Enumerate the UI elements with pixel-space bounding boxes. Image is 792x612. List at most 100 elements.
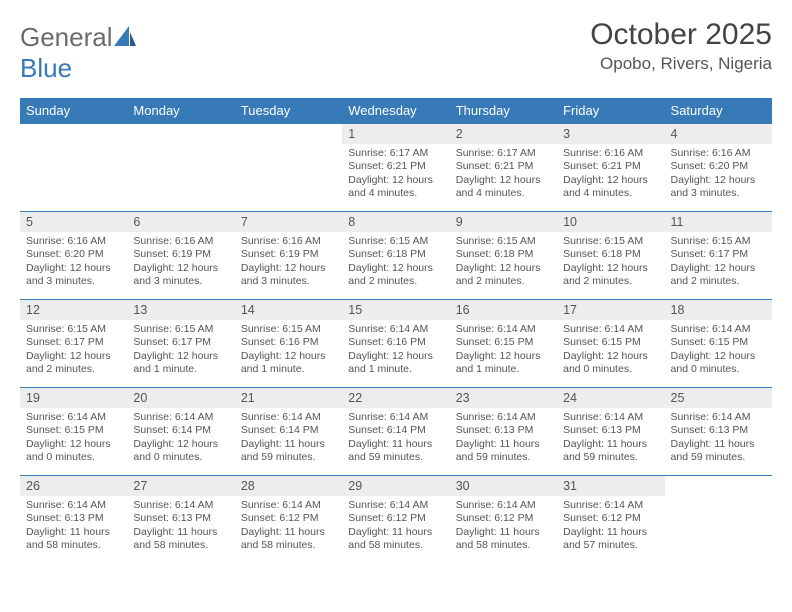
calendar-cell: 17Sunrise: 6:14 AMSunset: 6:15 PMDayligh…	[557, 300, 664, 388]
calendar-week: 26Sunrise: 6:14 AMSunset: 6:13 PMDayligh…	[20, 476, 772, 564]
day-number: 15	[342, 300, 449, 320]
day-number: 24	[557, 388, 664, 408]
calendar-cell: 25Sunrise: 6:14 AMSunset: 6:13 PMDayligh…	[665, 388, 772, 476]
day-details: Sunrise: 6:14 AMSunset: 6:12 PMDaylight:…	[557, 496, 664, 557]
dow-header: Sunday	[20, 98, 127, 124]
day-details: Sunrise: 6:14 AMSunset: 6:15 PMDaylight:…	[20, 408, 127, 469]
location-text: Opobo, Rivers, Nigeria	[590, 54, 772, 74]
calendar-cell: ..	[665, 476, 772, 564]
calendar-cell: 22Sunrise: 6:14 AMSunset: 6:14 PMDayligh…	[342, 388, 449, 476]
day-details: Sunrise: 6:17 AMSunset: 6:21 PMDaylight:…	[450, 144, 557, 205]
calendar-cell: 9Sunrise: 6:15 AMSunset: 6:18 PMDaylight…	[450, 212, 557, 300]
day-number: 18	[665, 300, 772, 320]
dow-header: Tuesday	[235, 98, 342, 124]
brand-sail-icon	[114, 22, 136, 53]
day-number: 20	[127, 388, 234, 408]
calendar-body: ......1Sunrise: 6:17 AMSunset: 6:21 PMDa…	[20, 124, 772, 564]
calendar-cell: 11Sunrise: 6:15 AMSunset: 6:17 PMDayligh…	[665, 212, 772, 300]
day-number: 25	[665, 388, 772, 408]
brand-text: GeneralBlue	[20, 22, 136, 84]
day-details: Sunrise: 6:15 AMSunset: 6:16 PMDaylight:…	[235, 320, 342, 381]
day-number: 9	[450, 212, 557, 232]
calendar-week: 19Sunrise: 6:14 AMSunset: 6:15 PMDayligh…	[20, 388, 772, 476]
calendar-cell: 23Sunrise: 6:14 AMSunset: 6:13 PMDayligh…	[450, 388, 557, 476]
day-number: 27	[127, 476, 234, 496]
day-details: Sunrise: 6:16 AMSunset: 6:20 PMDaylight:…	[665, 144, 772, 205]
month-title: October 2025	[590, 18, 772, 52]
day-details: Sunrise: 6:14 AMSunset: 6:12 PMDaylight:…	[342, 496, 449, 557]
day-number: 17	[557, 300, 664, 320]
day-details: Sunrise: 6:15 AMSunset: 6:17 PMDaylight:…	[665, 232, 772, 293]
calendar-cell: 7Sunrise: 6:16 AMSunset: 6:19 PMDaylight…	[235, 212, 342, 300]
day-details: Sunrise: 6:14 AMSunset: 6:13 PMDaylight:…	[557, 408, 664, 469]
calendar-cell: 13Sunrise: 6:15 AMSunset: 6:17 PMDayligh…	[127, 300, 234, 388]
day-number: 22	[342, 388, 449, 408]
day-details: Sunrise: 6:16 AMSunset: 6:20 PMDaylight:…	[20, 232, 127, 293]
day-number: 6	[127, 212, 234, 232]
day-number: 14	[235, 300, 342, 320]
day-details: Sunrise: 6:14 AMSunset: 6:15 PMDaylight:…	[450, 320, 557, 381]
day-number: 11	[665, 212, 772, 232]
calendar-cell: 18Sunrise: 6:14 AMSunset: 6:15 PMDayligh…	[665, 300, 772, 388]
day-number: 23	[450, 388, 557, 408]
day-number: 21	[235, 388, 342, 408]
day-number: 28	[235, 476, 342, 496]
calendar-week: 12Sunrise: 6:15 AMSunset: 6:17 PMDayligh…	[20, 300, 772, 388]
calendar-head: SundayMondayTuesdayWednesdayThursdayFrid…	[20, 98, 772, 124]
calendar-cell: 21Sunrise: 6:14 AMSunset: 6:14 PMDayligh…	[235, 388, 342, 476]
brand-part1: General	[20, 22, 113, 52]
title-block: October 2025 Opobo, Rivers, Nigeria	[590, 18, 772, 74]
dow-header: Saturday	[665, 98, 772, 124]
calendar-cell: 2Sunrise: 6:17 AMSunset: 6:21 PMDaylight…	[450, 124, 557, 212]
dow-header: Friday	[557, 98, 664, 124]
day-number: 10	[557, 212, 664, 232]
calendar-cell: 16Sunrise: 6:14 AMSunset: 6:15 PMDayligh…	[450, 300, 557, 388]
day-number: 3	[557, 124, 664, 144]
day-details: Sunrise: 6:14 AMSunset: 6:12 PMDaylight:…	[450, 496, 557, 557]
calendar-cell: ..	[127, 124, 234, 212]
calendar-cell: 3Sunrise: 6:16 AMSunset: 6:21 PMDaylight…	[557, 124, 664, 212]
calendar-cell: 5Sunrise: 6:16 AMSunset: 6:20 PMDaylight…	[20, 212, 127, 300]
day-number: 31	[557, 476, 664, 496]
day-number: 1	[342, 124, 449, 144]
calendar-cell: 12Sunrise: 6:15 AMSunset: 6:17 PMDayligh…	[20, 300, 127, 388]
day-number: 30	[450, 476, 557, 496]
dow-header: Thursday	[450, 98, 557, 124]
day-number: 16	[450, 300, 557, 320]
day-details: Sunrise: 6:17 AMSunset: 6:21 PMDaylight:…	[342, 144, 449, 205]
day-number: 26	[20, 476, 127, 496]
day-details: Sunrise: 6:14 AMSunset: 6:13 PMDaylight:…	[665, 408, 772, 469]
day-number: 19	[20, 388, 127, 408]
calendar-cell: 29Sunrise: 6:14 AMSunset: 6:12 PMDayligh…	[342, 476, 449, 564]
calendar-cell: 19Sunrise: 6:14 AMSunset: 6:15 PMDayligh…	[20, 388, 127, 476]
calendar-cell: 1Sunrise: 6:17 AMSunset: 6:21 PMDaylight…	[342, 124, 449, 212]
day-details: Sunrise: 6:14 AMSunset: 6:14 PMDaylight:…	[235, 408, 342, 469]
day-details: Sunrise: 6:14 AMSunset: 6:16 PMDaylight:…	[342, 320, 449, 381]
day-details: Sunrise: 6:15 AMSunset: 6:17 PMDaylight:…	[20, 320, 127, 381]
day-details: Sunrise: 6:15 AMSunset: 6:17 PMDaylight:…	[127, 320, 234, 381]
day-details: Sunrise: 6:16 AMSunset: 6:19 PMDaylight:…	[235, 232, 342, 293]
calendar-cell: 27Sunrise: 6:14 AMSunset: 6:13 PMDayligh…	[127, 476, 234, 564]
day-number: 7	[235, 212, 342, 232]
brand-part2: Blue	[20, 53, 72, 83]
day-number: 5	[20, 212, 127, 232]
calendar-cell: 26Sunrise: 6:14 AMSunset: 6:13 PMDayligh…	[20, 476, 127, 564]
calendar-cell: 10Sunrise: 6:15 AMSunset: 6:18 PMDayligh…	[557, 212, 664, 300]
day-details: Sunrise: 6:16 AMSunset: 6:21 PMDaylight:…	[557, 144, 664, 205]
day-details: Sunrise: 6:14 AMSunset: 6:14 PMDaylight:…	[342, 408, 449, 469]
calendar-cell: 31Sunrise: 6:14 AMSunset: 6:12 PMDayligh…	[557, 476, 664, 564]
calendar-cell: 15Sunrise: 6:14 AMSunset: 6:16 PMDayligh…	[342, 300, 449, 388]
calendar-table: SundayMondayTuesdayWednesdayThursdayFrid…	[20, 98, 772, 564]
calendar-cell: 4Sunrise: 6:16 AMSunset: 6:20 PMDaylight…	[665, 124, 772, 212]
day-details: Sunrise: 6:15 AMSunset: 6:18 PMDaylight:…	[342, 232, 449, 293]
day-number: 2	[450, 124, 557, 144]
day-number: 4	[665, 124, 772, 144]
day-details: Sunrise: 6:14 AMSunset: 6:15 PMDaylight:…	[665, 320, 772, 381]
calendar-cell: 24Sunrise: 6:14 AMSunset: 6:13 PMDayligh…	[557, 388, 664, 476]
dow-header: Monday	[127, 98, 234, 124]
calendar-cell: 20Sunrise: 6:14 AMSunset: 6:14 PMDayligh…	[127, 388, 234, 476]
day-number: 12	[20, 300, 127, 320]
calendar-cell: 6Sunrise: 6:16 AMSunset: 6:19 PMDaylight…	[127, 212, 234, 300]
day-number: 29	[342, 476, 449, 496]
calendar-cell: 30Sunrise: 6:14 AMSunset: 6:12 PMDayligh…	[450, 476, 557, 564]
